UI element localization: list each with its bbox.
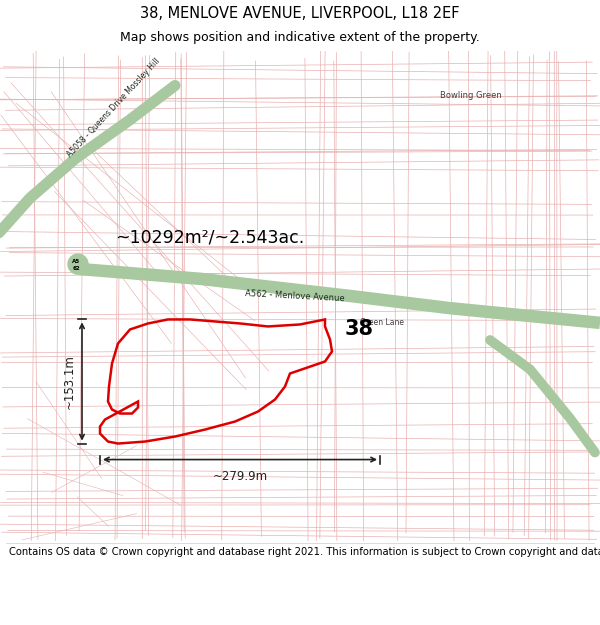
Text: ~10292m²/~2.543ac.: ~10292m²/~2.543ac. bbox=[115, 228, 304, 246]
Text: ~279.9m: ~279.9m bbox=[212, 469, 268, 482]
Bar bbox=[339, 362, 353, 379]
Text: ~153.1m: ~153.1m bbox=[63, 354, 76, 409]
Text: 38: 38 bbox=[345, 319, 374, 339]
Text: A5058 - Queens Drive Mossley Hill: A5058 - Queens Drive Mossley Hill bbox=[65, 56, 161, 159]
Bar bbox=[452, 308, 466, 318]
Bar bbox=[238, 196, 250, 213]
Bar bbox=[532, 77, 545, 85]
Text: A562 - Menlove Avenue: A562 - Menlove Avenue bbox=[245, 289, 345, 302]
Text: Bowling Green: Bowling Green bbox=[440, 91, 502, 100]
Circle shape bbox=[68, 254, 88, 274]
Bar bbox=[230, 206, 247, 219]
Text: A5: A5 bbox=[72, 259, 80, 264]
Text: Map shows position and indicative extent of the property.: Map shows position and indicative extent… bbox=[120, 31, 480, 44]
Text: Green Lane: Green Lane bbox=[360, 318, 404, 328]
Bar bbox=[193, 432, 215, 447]
Bar bbox=[524, 142, 534, 151]
Bar bbox=[362, 100, 386, 118]
Text: 62: 62 bbox=[72, 266, 80, 271]
Bar bbox=[464, 473, 480, 484]
Bar bbox=[125, 364, 143, 380]
Bar bbox=[273, 278, 292, 284]
Text: Contains OS data © Crown copyright and database right 2021. This information is : Contains OS data © Crown copyright and d… bbox=[9, 548, 600, 558]
Bar bbox=[206, 301, 230, 316]
Bar bbox=[152, 376, 167, 393]
Bar bbox=[550, 472, 572, 489]
Bar bbox=[554, 239, 571, 253]
Bar bbox=[231, 235, 246, 244]
Bar bbox=[517, 82, 526, 99]
Bar bbox=[304, 413, 319, 429]
Text: 38, MENLOVE AVENUE, LIVERPOOL, L18 2EF: 38, MENLOVE AVENUE, LIVERPOOL, L18 2EF bbox=[140, 6, 460, 21]
Bar bbox=[121, 269, 133, 282]
Bar bbox=[461, 467, 473, 478]
